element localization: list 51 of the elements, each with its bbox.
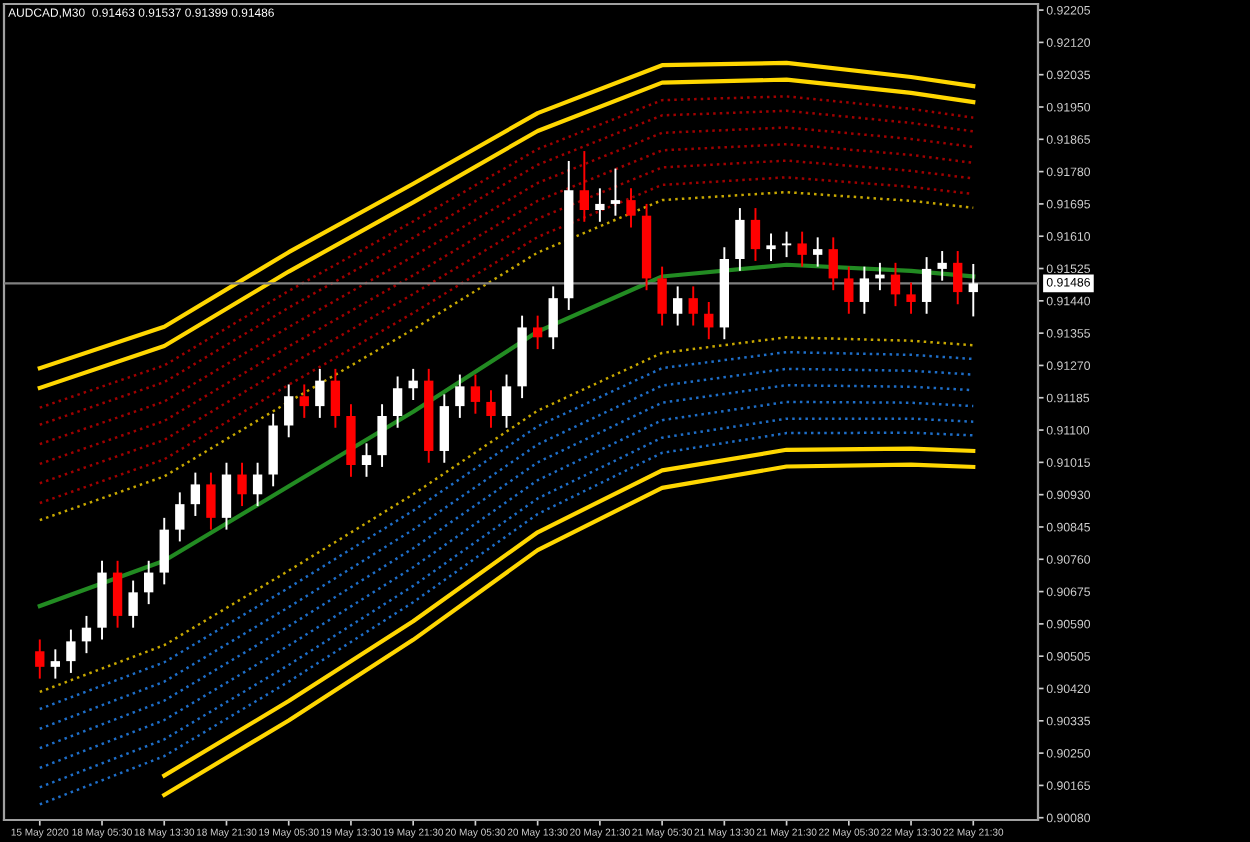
candlestick (470, 373, 481, 415)
candlestick (128, 579, 138, 629)
candlestick (859, 265, 870, 315)
candlestick (828, 236, 838, 292)
candlestick (937, 250, 947, 282)
candlestick (579, 150, 589, 223)
candlestick (532, 314, 543, 351)
candlestick (190, 471, 201, 517)
candlestick (175, 491, 185, 543)
candlestick (221, 461, 232, 531)
candlestick (252, 461, 263, 508)
candlestick (392, 375, 403, 429)
candlestick (50, 648, 61, 680)
candlestick (968, 262, 978, 318)
candlestick (81, 614, 92, 655)
candlestick (610, 167, 621, 217)
candlestick (455, 373, 465, 419)
candlestick (206, 471, 216, 531)
candlestick (112, 559, 123, 629)
candlestick (35, 638, 45, 680)
candlestick (766, 232, 776, 262)
candlestick (144, 559, 154, 606)
candlestick (657, 265, 667, 327)
candlestick (921, 256, 932, 315)
candlestick (735, 207, 745, 272)
candlestick (501, 373, 512, 429)
candlestick (890, 261, 901, 308)
candlestick (548, 285, 558, 351)
candlestick (377, 403, 387, 468)
candlestick (595, 187, 605, 223)
candlestick (237, 461, 247, 508)
candlestick (813, 236, 823, 268)
candlestick (688, 285, 698, 327)
candlestick (906, 281, 916, 315)
candlestick (361, 442, 372, 478)
candlestick (66, 628, 76, 674)
candlestick (844, 265, 854, 315)
candlestick (704, 301, 714, 341)
candlestick (673, 285, 683, 327)
candlestick (626, 187, 636, 229)
candlestick (299, 383, 309, 419)
candlestick (486, 389, 496, 429)
candlestick (159, 516, 169, 586)
candlestick (953, 250, 963, 306)
candlestick (750, 207, 761, 262)
candlestick (781, 230, 792, 259)
candlestick (284, 383, 294, 439)
candlestick (330, 367, 341, 429)
candlestick (315, 367, 325, 419)
candlestick (439, 393, 449, 464)
candlestick (797, 230, 807, 268)
